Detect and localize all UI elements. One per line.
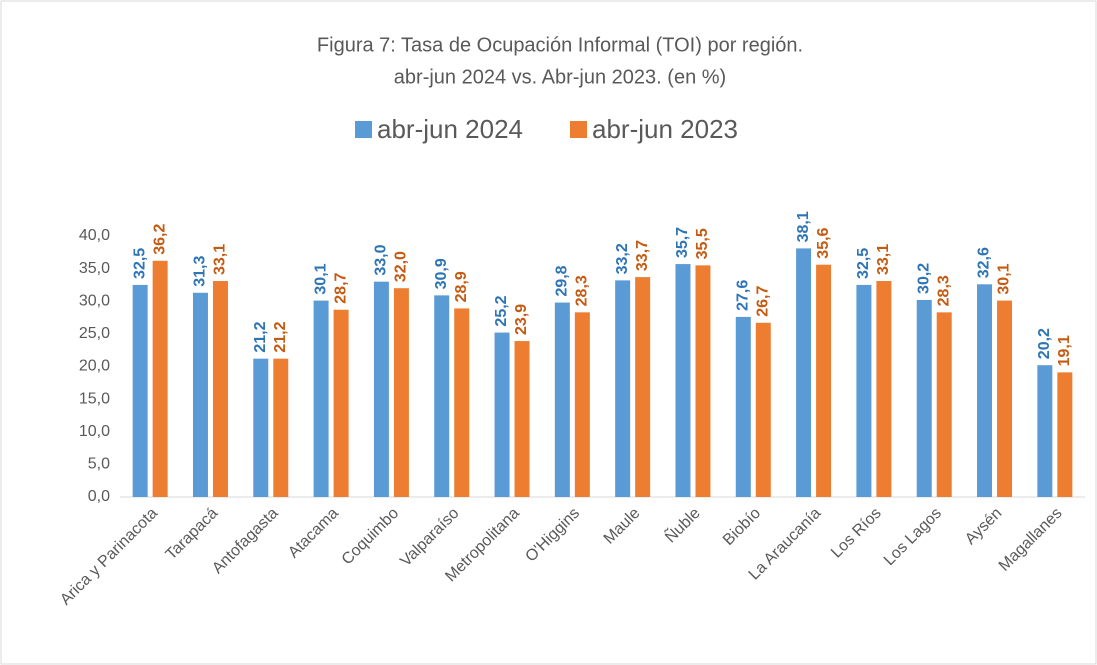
bar [253,358,269,497]
bar [796,248,812,497]
data-label: 33,7 [634,240,651,271]
bar [816,264,832,497]
bar [615,280,631,497]
data-label: 33,1 [875,244,892,275]
data-label: 21,2 [272,321,289,352]
data-label: 30,2 [915,263,932,294]
data-label: 28,9 [453,271,470,302]
data-label: 33,0 [373,244,390,275]
y-tick-label: 20,0 [79,358,110,375]
data-label: 35,7 [674,227,691,258]
legend-label: abr-jun 2023 [592,114,738,144]
y-tick-label: 40,0 [79,227,110,244]
data-label: 31,3 [192,256,209,287]
bar [373,281,389,497]
bar [977,284,993,497]
legend-swatch [570,121,587,138]
bar [494,332,510,497]
bar [916,299,932,497]
y-tick-label: 35,0 [79,260,110,277]
data-label: 28,7 [332,272,349,303]
data-label: 32,5 [855,248,872,279]
bar [273,358,289,497]
bar [755,322,771,497]
data-label: 23,9 [513,304,530,335]
data-label: 33,2 [614,243,631,274]
y-tick-label: 5,0 [88,456,110,473]
data-label: 28,3 [574,275,591,306]
data-label: 32,5 [131,248,148,279]
chart-title: Figura 7: Tasa de Ocupación Informal (TO… [317,34,803,56]
data-label: 26,7 [755,286,772,317]
data-label: 28,3 [935,275,952,306]
data-label: 30,1 [312,263,329,294]
data-label: 25,2 [493,295,510,326]
bar [152,260,168,497]
bar [212,281,228,497]
bar [132,284,148,497]
data-label: 36,2 [151,224,168,255]
bar [192,292,208,497]
bar [856,284,872,497]
bar [514,341,530,497]
data-label: 32,0 [393,251,410,282]
bar [876,281,892,497]
legend-swatch [355,121,372,138]
y-tick-label: 25,0 [79,325,110,342]
bar [554,302,570,497]
bar [635,277,651,497]
bar [997,300,1013,497]
y-tick-label: 0,0 [88,488,110,505]
bar [574,312,590,497]
bar [1037,365,1053,497]
bar [675,264,691,497]
data-label: 27,6 [735,280,752,311]
bar [695,265,711,497]
data-label: 21,2 [252,321,269,352]
y-tick-label: 10,0 [79,423,110,440]
data-label: 19,1 [1056,335,1073,366]
bar [434,295,450,497]
data-label: 33,1 [212,244,229,275]
data-label: 30,1 [996,263,1013,294]
data-label: 35,5 [694,228,711,259]
data-label: 38,1 [795,211,812,242]
data-label: 32,6 [976,247,993,278]
chart-subtitle: abr-jun 2024 vs. Abr-jun 2023. (en %) [394,66,726,88]
data-label: 29,8 [554,265,571,296]
bar [393,288,409,497]
bar [333,309,349,497]
y-tick-label: 15,0 [79,390,110,407]
bar [1057,372,1073,497]
bar [936,312,952,497]
bar [454,308,470,497]
y-tick-label: 30,0 [79,292,110,309]
data-label: 20,2 [1036,328,1053,359]
data-label: 35,6 [815,227,832,258]
bar [313,300,329,497]
bar [735,316,751,497]
legend-label: abr-jun 2024 [377,114,523,144]
data-label: 30,9 [433,258,450,289]
